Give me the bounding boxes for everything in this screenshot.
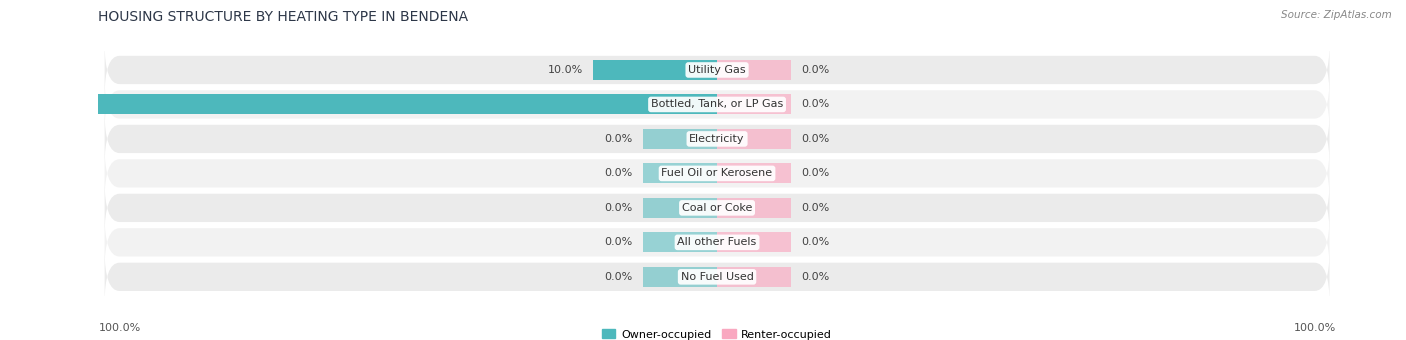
FancyBboxPatch shape xyxy=(104,43,1330,97)
FancyBboxPatch shape xyxy=(104,77,1330,132)
FancyBboxPatch shape xyxy=(104,215,1330,270)
FancyBboxPatch shape xyxy=(104,181,1330,235)
Bar xyxy=(593,60,717,80)
Bar xyxy=(643,267,717,287)
Text: 0.0%: 0.0% xyxy=(605,272,633,282)
Text: Coal or Coke: Coal or Coke xyxy=(682,203,752,213)
Bar xyxy=(643,129,717,149)
Text: No Fuel Used: No Fuel Used xyxy=(681,272,754,282)
Text: 0.0%: 0.0% xyxy=(801,237,830,248)
Bar xyxy=(717,60,792,80)
FancyBboxPatch shape xyxy=(104,112,1330,166)
Text: Electricity: Electricity xyxy=(689,134,745,144)
Bar xyxy=(717,198,792,218)
Text: 0.0%: 0.0% xyxy=(605,168,633,179)
Legend: Owner-occupied, Renter-occupied: Owner-occupied, Renter-occupied xyxy=(598,325,837,340)
FancyBboxPatch shape xyxy=(104,146,1330,201)
Text: 0.0%: 0.0% xyxy=(801,99,830,109)
Text: 0.0%: 0.0% xyxy=(801,134,830,144)
Bar xyxy=(0,95,717,115)
Bar xyxy=(717,129,792,149)
Text: Fuel Oil or Kerosene: Fuel Oil or Kerosene xyxy=(661,168,773,179)
Bar xyxy=(643,164,717,183)
Text: 0.0%: 0.0% xyxy=(605,203,633,213)
Text: 0.0%: 0.0% xyxy=(801,272,830,282)
Bar xyxy=(717,95,792,115)
Text: 0.0%: 0.0% xyxy=(801,168,830,179)
Bar xyxy=(717,267,792,287)
Text: All other Fuels: All other Fuels xyxy=(678,237,756,248)
Text: 0.0%: 0.0% xyxy=(801,203,830,213)
Text: Utility Gas: Utility Gas xyxy=(689,65,745,75)
Text: 10.0%: 10.0% xyxy=(548,65,583,75)
Bar xyxy=(643,232,717,252)
Text: Source: ZipAtlas.com: Source: ZipAtlas.com xyxy=(1281,10,1392,20)
Text: 0.0%: 0.0% xyxy=(605,134,633,144)
Text: 100.0%: 100.0% xyxy=(98,323,141,333)
Bar xyxy=(717,232,792,252)
Bar xyxy=(717,164,792,183)
Text: 0.0%: 0.0% xyxy=(605,237,633,248)
Text: HOUSING STRUCTURE BY HEATING TYPE IN BENDENA: HOUSING STRUCTURE BY HEATING TYPE IN BEN… xyxy=(98,10,468,24)
Text: 100.0%: 100.0% xyxy=(1294,323,1336,333)
Bar xyxy=(643,198,717,218)
FancyBboxPatch shape xyxy=(104,250,1330,304)
Text: Bottled, Tank, or LP Gas: Bottled, Tank, or LP Gas xyxy=(651,99,783,109)
Text: 0.0%: 0.0% xyxy=(801,65,830,75)
